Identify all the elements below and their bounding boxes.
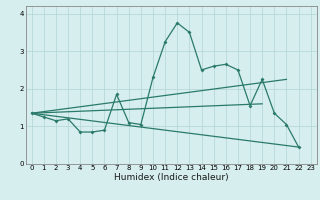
X-axis label: Humidex (Indice chaleur): Humidex (Indice chaleur)	[114, 173, 228, 182]
